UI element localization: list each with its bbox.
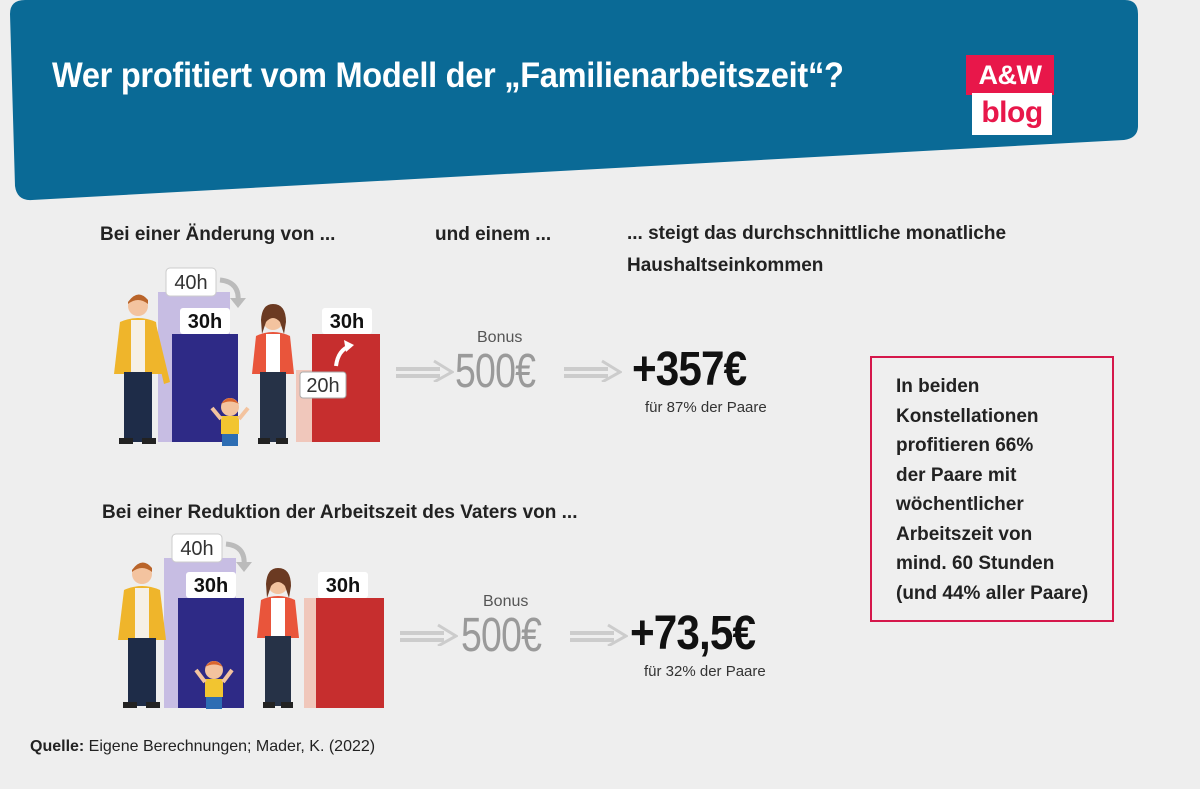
mother-after-label: 30h <box>330 311 364 333</box>
info-line: In beiden <box>896 376 980 397</box>
page-title: Wer profitiert vom Modell der „Familiena… <box>52 56 844 95</box>
mother-after-tag <box>322 308 372 334</box>
section1-col3-heading: ... steigt das durchschnittliche monatli… <box>627 223 1007 276</box>
mother-after-label: 30h <box>326 575 360 597</box>
mother-after-tag <box>318 572 368 598</box>
bonus-value: 500€ <box>461 609 542 662</box>
father-icon <box>114 294 170 444</box>
info-line: Konstellationen <box>896 405 1039 427</box>
info-line: (und 44% aller Paare) <box>896 582 1089 604</box>
arrow-right-icon <box>400 623 458 646</box>
family-scene-2: 40h 30h 30h <box>118 533 384 709</box>
child-icon <box>194 661 234 709</box>
aw-blog-logo: A&W blog <box>966 55 1054 135</box>
bonus-label: Bonus <box>477 329 523 346</box>
father-after-tag <box>186 572 236 598</box>
mother-after-bar <box>316 598 384 708</box>
child-icon <box>210 398 250 446</box>
father-after-label: 30h <box>188 311 222 333</box>
arrow-right-icon <box>396 359 454 382</box>
source-note: Quelle: Eigene Berechnungen; Mader, K. (… <box>30 738 375 756</box>
mother-before-tag <box>299 371 347 399</box>
section1-col2-heading: und einem ... <box>435 224 552 245</box>
father-before-tag <box>171 533 223 563</box>
info-line: wöchentlicher <box>896 494 1024 515</box>
info-line: Arbeitszeit von <box>896 523 1033 545</box>
source-label: Quelle: <box>30 738 85 755</box>
result-note: für 87% der Paare <box>645 399 767 416</box>
bonus-value: 500€ <box>455 345 536 398</box>
info-line: der Paare mit <box>896 464 1017 486</box>
source-text: Eigene Berechnungen; Mader, K. (2022) <box>84 738 376 755</box>
mother-before-label: 20h <box>306 375 339 397</box>
father-icon <box>118 562 166 708</box>
info-line: mind. 60 Stunden <box>896 553 1055 574</box>
family-scene-1: 40h 30h 30h 20h <box>114 267 380 446</box>
father-after-tag <box>180 308 230 334</box>
section2-heading: Bei einer Reduktion der Arbeitszeit des … <box>102 502 578 523</box>
mother-icon <box>257 568 299 708</box>
logo-top-text: A&W <box>966 55 1054 95</box>
header-banner <box>10 0 1138 201</box>
logo-bottom-text: blog <box>972 93 1052 135</box>
bonus-label: Bonus <box>483 593 529 610</box>
mother-icon <box>252 304 294 444</box>
father-before-label: 40h <box>180 538 213 560</box>
info-line: profitieren 66% <box>896 435 1034 456</box>
father-before-tag <box>165 267 217 297</box>
result-value: +73,5€ <box>630 607 756 660</box>
father-after-label: 30h <box>194 575 228 597</box>
result-note: für 32% der Paare <box>644 663 766 680</box>
arrow-right-icon <box>564 359 622 382</box>
result-value: +357€ <box>632 343 747 396</box>
info-box: In beiden Konstellationen profitieren 66… <box>870 356 1114 622</box>
father-before-label: 40h <box>174 272 207 294</box>
section1-col1-heading: Bei einer Änderung von ... <box>100 224 336 245</box>
arrow-right-icon <box>570 623 628 646</box>
